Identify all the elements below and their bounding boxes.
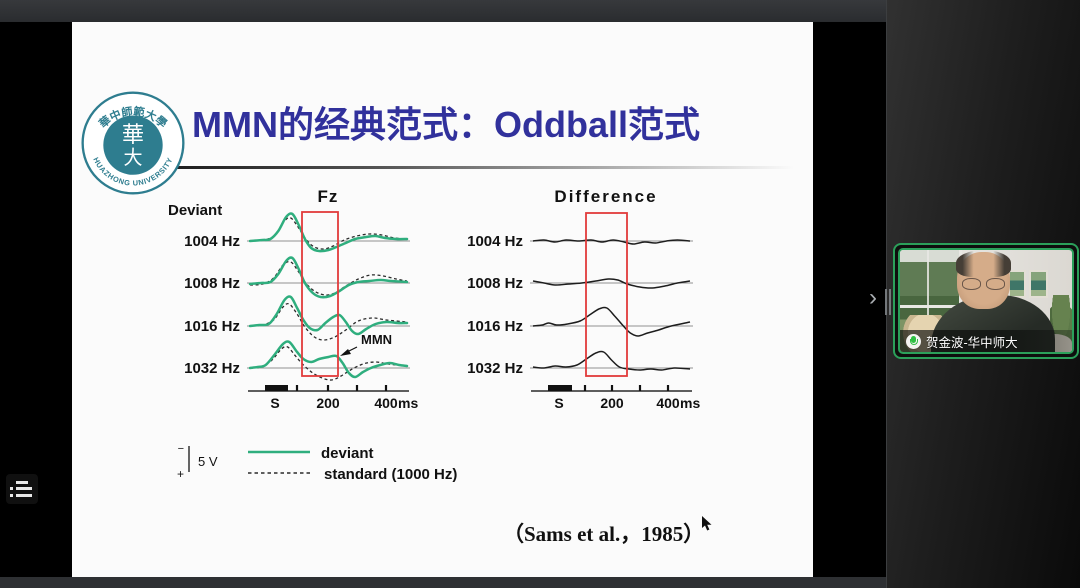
eeg-waveform-chart: Fz Deviant 1004 Hz 1008 Hz 1016 Hz 1032 Hz S 20…	[168, 187, 700, 483]
speaker-hair	[955, 250, 1012, 277]
participant-name: 贺金波-华中师大	[926, 335, 1018, 350]
svg-text:1004 Hz: 1004 Hz	[467, 233, 523, 250]
svg-text:deviant: deviant	[321, 445, 374, 462]
handle-bar	[889, 289, 891, 315]
list-bar	[16, 487, 32, 490]
list-dot	[10, 487, 13, 490]
handle-bar	[885, 289, 887, 315]
svg-text:1008 Hz: 1008 Hz	[184, 275, 240, 292]
svg-text:Deviant: Deviant	[168, 202, 222, 219]
window-top-bar	[0, 0, 886, 22]
svg-text:400: 400	[374, 395, 398, 411]
collapse-panel-button[interactable]: ›	[869, 284, 877, 311]
svg-text:1008 Hz: 1008 Hz	[467, 275, 523, 292]
svg-text:standard (1000 Hz): standard (1000 Hz)	[324, 466, 457, 483]
list-bar	[16, 480, 28, 484]
participant-video: 贺金波-华中师大	[898, 248, 1074, 354]
svg-text:5 V: 5 V	[198, 454, 218, 469]
svg-text:Difference: Difference	[554, 187, 657, 206]
glasses-lens	[986, 278, 1006, 290]
citation-text: （Sams et al.，1985）	[503, 522, 705, 546]
participant-video-tile[interactable]: 贺金波-华中师大	[893, 243, 1079, 359]
painting	[1007, 270, 1027, 298]
speaker-glasses	[961, 278, 1006, 290]
title-divider-line	[158, 166, 794, 169]
svg-text:400: 400	[656, 395, 680, 411]
svg-text:1032 Hz: 1032 Hz	[184, 360, 240, 377]
window-bottom-bar	[0, 577, 886, 588]
speaker-face	[955, 250, 1012, 310]
logo-emblem-bottom-char: 大	[123, 147, 142, 169]
difference-panel: Difference 1004 Hz 1008 Hz 1016 Hz 1032 Hz S 2…	[467, 187, 700, 411]
microphone-icon	[906, 333, 921, 349]
microphone-stand	[909, 339, 918, 345]
logo-emblem-top-char: 華	[122, 122, 144, 147]
list-dot	[10, 481, 13, 484]
svg-text:MMN: MMN	[361, 332, 392, 347]
svg-text:ms: ms	[680, 395, 700, 411]
svg-text:+: +	[177, 467, 184, 481]
svg-text:200: 200	[316, 395, 340, 411]
list-dot	[10, 493, 13, 497]
mouse-cursor	[702, 516, 712, 531]
svg-text:S: S	[554, 395, 563, 411]
slide-title: MMN的经典范式：Oddball范式	[192, 104, 700, 145]
svg-text:1004 Hz: 1004 Hz	[184, 233, 240, 250]
list-bar	[16, 493, 32, 497]
svg-text:1032 Hz: 1032 Hz	[467, 360, 523, 377]
agenda-list-icon[interactable]	[6, 474, 38, 504]
participant-name-bar: 贺金波-华中师大	[900, 330, 1072, 352]
svg-text:1016 Hz: 1016 Hz	[467, 318, 523, 335]
presentation-slide: 華中師範大學 華 大 HUAZHONG UNIVERSITY MMN的经典范式：…	[72, 22, 813, 577]
svg-text:ms: ms	[398, 395, 418, 411]
glasses-lens	[961, 278, 981, 290]
svg-text:Fz: Fz	[318, 187, 339, 206]
svg-text:S: S	[270, 395, 279, 411]
panel-resize-handle[interactable]	[885, 289, 891, 315]
painting	[1029, 270, 1048, 298]
svg-text:1016 Hz: 1016 Hz	[184, 318, 240, 335]
university-logo: 華中師範大學 華 大 HUAZHONG UNIVERSITY	[81, 91, 185, 195]
svg-text:−: −	[178, 443, 184, 455]
fz-panel: Fz Deviant 1004 Hz 1008 Hz 1016 Hz 1032 Hz S 20…	[168, 187, 418, 411]
chart-legend: − +5 V deviant standard (1000 Hz)	[177, 443, 457, 483]
svg-text:200: 200	[600, 395, 624, 411]
